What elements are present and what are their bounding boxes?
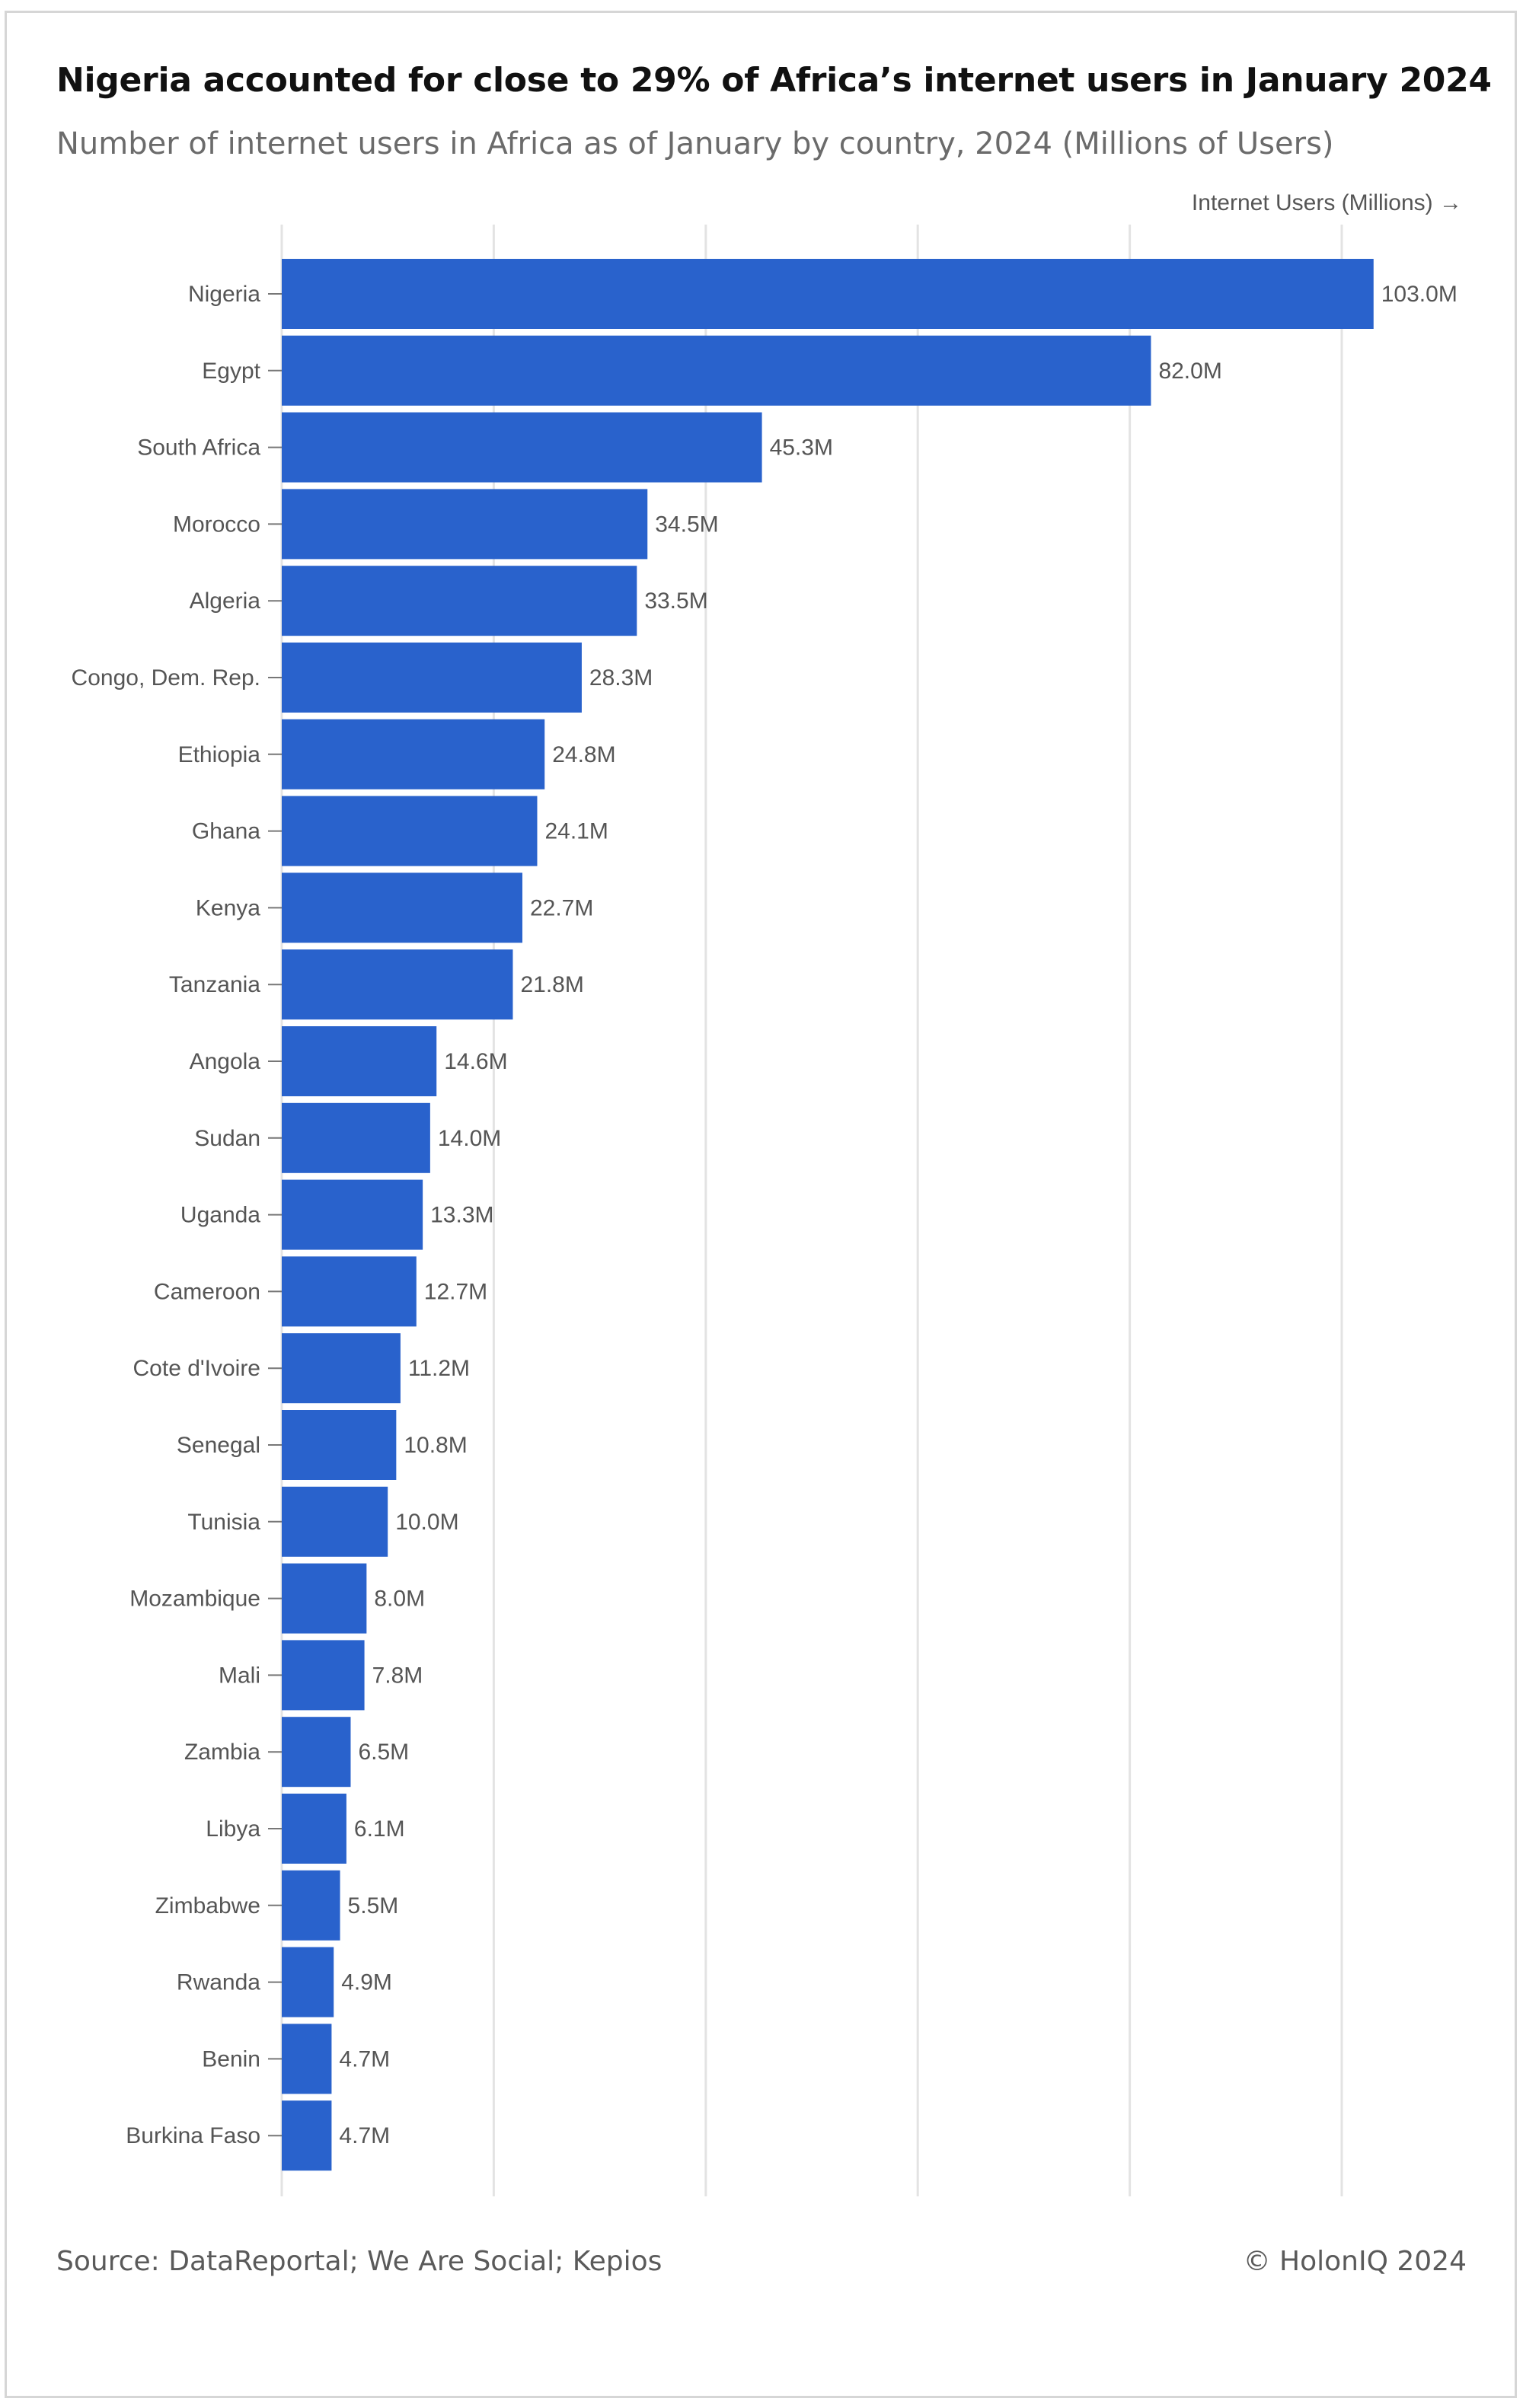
value-label: 8.0M [374, 1587, 425, 1612]
bar [282, 1333, 401, 1404]
bar [282, 1794, 346, 1864]
bar [282, 1486, 388, 1557]
category-label: Benin [202, 2046, 260, 2072]
category-label: Zimbabwe [155, 1893, 260, 1918]
value-label: 103.0M [1381, 282, 1458, 307]
bar [282, 643, 582, 713]
value-label: 45.3M [770, 435, 833, 461]
category-label: Egypt [202, 359, 260, 384]
value-label: 4.7M [339, 2123, 390, 2148]
category-label: Mozambique [129, 1587, 260, 1612]
chart-card [5, 11, 1517, 2398]
category-label: Senegal [177, 1433, 260, 1458]
category-label: Cote d'Ivoire [133, 1356, 260, 1381]
copyright-note: © HolonIQ 2024 [1243, 2246, 1467, 2277]
bar [282, 335, 1151, 406]
value-label: 14.6M [444, 1049, 507, 1074]
bar [282, 1026, 437, 1096]
bar [282, 1179, 423, 1250]
category-label: Algeria [190, 588, 261, 614]
bar [282, 1410, 397, 1480]
value-label: 6.1M [354, 1816, 405, 1842]
bar [282, 1717, 351, 1788]
bar [282, 949, 513, 1020]
bar [282, 719, 545, 789]
value-label: 10.8M [404, 1433, 467, 1458]
category-label: Kenya [196, 895, 260, 920]
category-label: Ethiopia [178, 742, 261, 767]
value-label: 14.0M [438, 1126, 501, 1151]
category-label: Angola [190, 1049, 261, 1074]
value-label: 7.8M [372, 1663, 423, 1688]
bar [282, 1102, 430, 1173]
chart-subtitle: Number of internet users in Africa as of… [56, 126, 1334, 161]
bar [282, 412, 762, 483]
source-note: Source: DataReportal; We Are Social; Kep… [56, 2246, 663, 2277]
value-label: 5.5M [348, 1893, 399, 1918]
category-label: Congo, Dem. Rep. [72, 665, 260, 691]
value-label: 4.9M [341, 1970, 392, 1995]
category-label: Burkina Faso [126, 2123, 260, 2148]
bar [282, 1870, 340, 1941]
category-label: Cameroon [154, 1279, 260, 1304]
bar [282, 566, 637, 636]
value-label: 21.8M [520, 972, 583, 997]
value-label: 4.7M [339, 2046, 390, 2072]
category-label: Zambia [184, 1740, 260, 1765]
x-axis-title: Internet Users (Millions) → [1191, 190, 1462, 215]
bar [282, 2100, 332, 2171]
value-label: 24.8M [552, 742, 615, 767]
value-label: 11.2M [408, 1356, 470, 1381]
category-label: Uganda [180, 1203, 260, 1228]
bar [282, 489, 648, 560]
bar [282, 872, 522, 943]
bar [282, 259, 1374, 329]
category-label: Libya [206, 1816, 260, 1842]
category-label: Morocco [173, 512, 260, 537]
value-label: 13.3M [430, 1203, 493, 1228]
value-label: 22.7M [530, 895, 593, 920]
value-label: 28.3M [589, 665, 653, 691]
category-label: Nigeria [188, 282, 260, 307]
bar [282, 1947, 334, 2017]
category-label: Sudan [194, 1126, 260, 1151]
value-label: 24.1M [544, 819, 608, 844]
bar [282, 1563, 367, 1634]
category-label: Ghana [192, 819, 260, 844]
value-label: 10.0M [395, 1510, 458, 1535]
bar [282, 2024, 332, 2094]
value-labels: 103.0M 82.0M 45.3M 34.5M 33.5M 28.3M 24.8M 24.1… [339, 282, 1457, 2148]
bar [282, 796, 538, 866]
value-label: 34.5M [655, 512, 718, 537]
value-label: 12.7M [424, 1279, 487, 1304]
chart-title: Nigeria accounted for close to 29% of Af… [56, 61, 1492, 100]
bars [282, 259, 1374, 2171]
category-label: Tunisia [187, 1510, 260, 1535]
category-labels: Nigeria Egypt South Africa Morocco Algeria Co… [72, 282, 282, 2148]
value-label: 6.5M [358, 1740, 409, 1765]
value-label: 82.0M [1158, 359, 1221, 384]
category-label: South Africa [137, 435, 260, 461]
category-label: Rwanda [177, 1970, 260, 1995]
bar [282, 1640, 365, 1711]
value-label: 33.5M [644, 588, 707, 614]
category-label: Mali [219, 1663, 260, 1688]
category-label: Tanzania [169, 972, 260, 997]
bar [282, 1256, 417, 1327]
